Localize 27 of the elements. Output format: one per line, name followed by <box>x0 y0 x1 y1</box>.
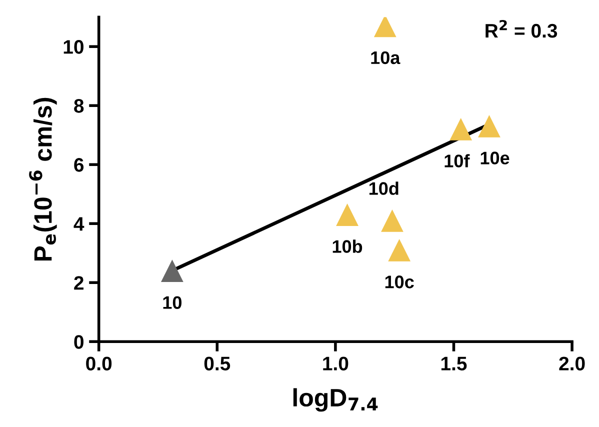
annotation: R$^{2}$ = 0.3 <box>486 20 558 38</box>
x-tick-label: 2.0 <box>559 356 585 370</box>
point <box>336 204 358 226</box>
point <box>381 209 404 232</box>
y-tick-label: 0 <box>74 335 84 349</box>
annotation: 10b <box>332 240 362 253</box>
point <box>450 118 472 140</box>
annotation: 10a <box>371 51 400 64</box>
x-tick-label: 0.0 <box>86 356 112 370</box>
annotation: 10e <box>480 152 510 164</box>
x-tick-label: 1.0 <box>323 356 348 370</box>
y-tick-label: 10 <box>64 40 84 54</box>
x-tick-label: 0.5 <box>204 356 230 370</box>
point <box>478 115 500 138</box>
x-tick-label: 1.5 <box>441 356 467 370</box>
y-tick-label: 2 <box>74 276 84 290</box>
point <box>388 238 411 262</box>
point <box>160 260 184 282</box>
annotation: 10d <box>369 182 398 195</box>
x-axis-title: logD$_{7.4}$ <box>293 388 378 412</box>
annotation: 10 <box>163 296 182 309</box>
y-tick-label: 6 <box>74 158 84 172</box>
y-tick-label: 8 <box>74 99 84 113</box>
y-tick-label: 4 <box>74 217 84 231</box>
annotation: 10c <box>385 276 414 288</box>
annotation: 10f <box>444 154 470 168</box>
y-axis-title: P$_{e}$(10$^{−6}$ cm/s) <box>29 98 57 261</box>
